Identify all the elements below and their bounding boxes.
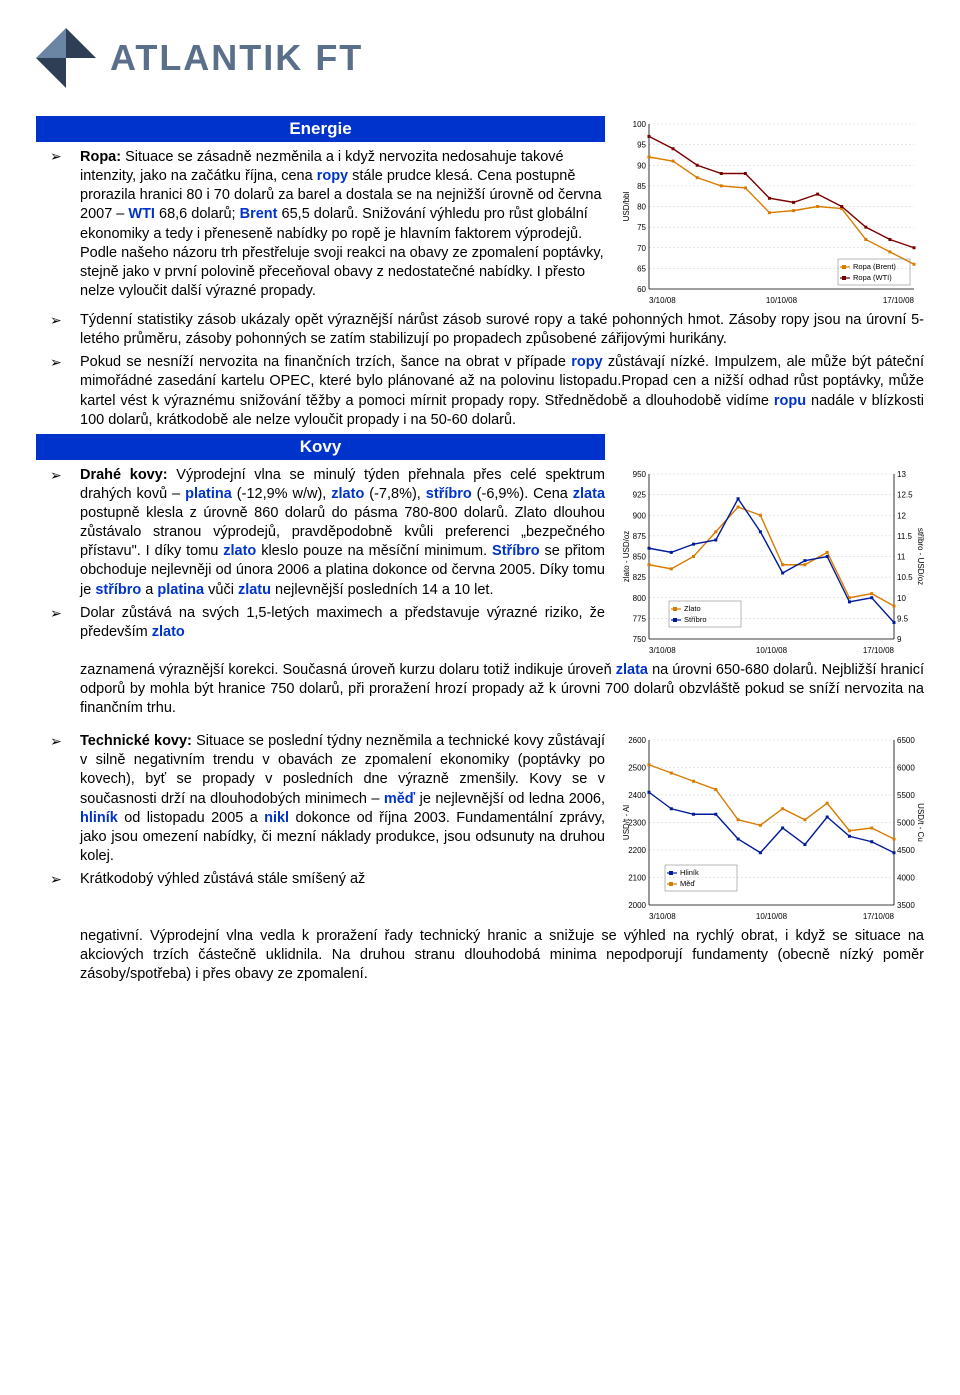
svg-text:USD/bbl: USD/bbl [622,191,631,221]
svg-text:3/10/08: 3/10/08 [649,646,676,655]
svg-text:11.5: 11.5 [897,532,913,541]
kovy-tech-cont: negativní. Výprodejní vlna vedla k prora… [36,927,924,984]
logo: ATLANTIK FT [36,28,924,88]
svg-text:70: 70 [637,244,646,253]
chart-energie: 60 65 70 75 80 85 90 95 100 3/10/08 10/10/08 17/10/… [619,116,924,311]
section-heading-energie: Energie [36,116,605,142]
svg-text:10.5: 10.5 [897,573,913,582]
svg-text:stříbro - USD/oz: stříbro - USD/oz [916,528,924,585]
svg-text:5000: 5000 [897,819,915,828]
svg-text:95: 95 [637,141,646,150]
logo-icon [36,28,96,88]
svg-text:5500: 5500 [897,791,915,800]
svg-text:2200: 2200 [628,846,646,855]
svg-text:Zlato: Zlato [684,604,701,613]
svg-text:6000: 6000 [897,764,915,773]
svg-text:10/10/08: 10/10/08 [756,646,788,655]
svg-text:925: 925 [633,490,647,499]
kovy-bullet-2-cont: zaznamená výraznější korekci. Současná ú… [36,661,924,718]
svg-text:10/10/08: 10/10/08 [766,296,798,305]
logo-text: ATLANTIK FT [110,37,363,79]
svg-text:9: 9 [897,635,902,644]
svg-text:2600: 2600 [628,736,646,745]
energie-bullet-3: Pokud se nesníží nervozita na finančních… [36,353,924,430]
svg-text:Ropa (Brent): Ropa (Brent) [853,262,896,271]
svg-text:17/10/08: 17/10/08 [863,912,895,921]
svg-text:2400: 2400 [628,791,646,800]
svg-text:2100: 2100 [628,874,646,883]
svg-text:11: 11 [897,552,906,561]
svg-text:17/10/08: 17/10/08 [883,296,915,305]
svg-text:825: 825 [633,573,647,582]
kovy-tech-bullet-1: Technické kovy: Situace se poslední týdn… [36,732,605,866]
svg-text:850: 850 [633,552,647,561]
section-heading-kovy: Kovy [36,434,605,460]
kovy-bullet-1: Drahé kovy: Výprodejní vlna se minulý tý… [36,466,605,600]
svg-text:80: 80 [637,203,646,212]
energie-bullet-2: Týdenní statistiky zásob ukázaly opět vý… [36,311,924,349]
svg-text:775: 775 [633,614,647,623]
svg-text:4500: 4500 [897,846,915,855]
svg-text:2500: 2500 [628,764,646,773]
svg-text:950: 950 [633,470,647,479]
svg-text:900: 900 [633,511,647,520]
svg-text:Měď: Měď [680,879,695,888]
svg-text:10/10/08: 10/10/08 [756,912,788,921]
svg-text:13: 13 [897,470,906,479]
svg-text:2000: 2000 [628,901,646,910]
svg-text:800: 800 [633,594,647,603]
svg-text:3500: 3500 [897,901,915,910]
svg-text:9.5: 9.5 [897,614,909,623]
svg-text:12.5: 12.5 [897,490,913,499]
svg-text:USD/t - Al: USD/t - Al [622,805,631,840]
svg-text:3/10/08: 3/10/08 [649,296,676,305]
chart-drahe-kovy: 750 775 800 825 850 875 900 925 950 9 9.5 10 10.5 11 1… [619,466,924,661]
chart-technicke-kovy: 2000210022002300240025002600350040004500… [619,732,924,927]
svg-text:875: 875 [633,532,647,541]
svg-text:10: 10 [897,594,906,603]
svg-text:Ropa (WTI): Ropa (WTI) [853,273,892,282]
svg-text:Stříbro: Stříbro [684,615,707,624]
svg-text:60: 60 [637,285,646,294]
svg-text:90: 90 [637,161,646,170]
svg-text:750: 750 [633,635,647,644]
svg-text:65: 65 [637,264,646,273]
svg-text:85: 85 [637,182,646,191]
kovy-tech-bullet-2: Krátkodobý výhled zůstává stále smíšený … [36,870,605,889]
svg-text:75: 75 [637,223,646,232]
svg-text:6500: 6500 [897,736,915,745]
svg-text:3/10/08: 3/10/08 [649,912,676,921]
svg-text:USD/t - Cu: USD/t - Cu [916,803,924,842]
svg-text:Hliník: Hliník [680,868,699,877]
energie-bullet-1: Ropa: Situace se zásadně nezměnila a i k… [36,148,605,301]
svg-text:100: 100 [633,120,647,129]
svg-text:4000: 4000 [897,874,915,883]
kovy-bullet-2: Dolar zůstává na svých 1,5-letých maxime… [36,604,605,642]
svg-text:zlato - USD/oz: zlato - USD/oz [622,530,631,582]
svg-text:12: 12 [897,511,906,520]
svg-text:17/10/08: 17/10/08 [863,646,895,655]
